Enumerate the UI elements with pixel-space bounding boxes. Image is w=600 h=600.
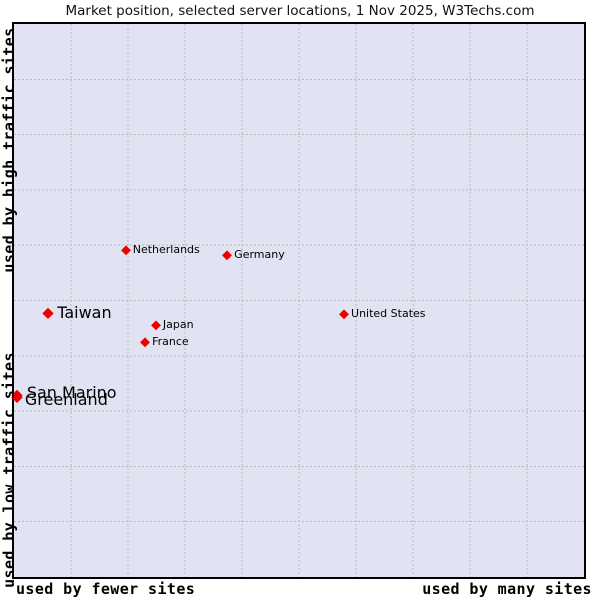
point-marker-diamond-icon bbox=[140, 337, 150, 347]
point-marker-diamond-icon bbox=[222, 250, 232, 260]
x-axis-label-fewer-sites: used by fewer sites bbox=[16, 580, 196, 598]
x-axis-label-many-sites: used by many sites bbox=[422, 580, 592, 598]
y-axis-label-low-traffic: used by low traffic sites bbox=[0, 352, 18, 588]
points-layer: Netherlands Germany Taiwan Japan France Unite… bbox=[11, 24, 584, 577]
point-label: France bbox=[152, 334, 189, 348]
point-label: Taiwan bbox=[57, 303, 112, 323]
point-label: San Marino bbox=[26, 382, 117, 402]
point-marker-diamond-icon bbox=[151, 320, 161, 330]
point-marker-diamond-icon bbox=[121, 245, 131, 255]
point-label: Germany bbox=[234, 248, 285, 262]
point-label: Japan bbox=[162, 317, 194, 331]
point-label: Greenland bbox=[24, 390, 108, 410]
point-marker-diamond-icon bbox=[339, 309, 349, 319]
point-label: Netherlands bbox=[132, 243, 200, 257]
y-axis-label-high-traffic: used by high traffic sites bbox=[0, 27, 18, 273]
chart-title: Market position, selected server locatio… bbox=[65, 3, 535, 19]
grid-lines bbox=[14, 24, 584, 577]
plot-area: Netherlands Germany Taiwan Japan France Unite… bbox=[11, 22, 586, 579]
point-label: United States bbox=[351, 306, 426, 320]
point-marker-diamond-icon bbox=[42, 307, 54, 319]
